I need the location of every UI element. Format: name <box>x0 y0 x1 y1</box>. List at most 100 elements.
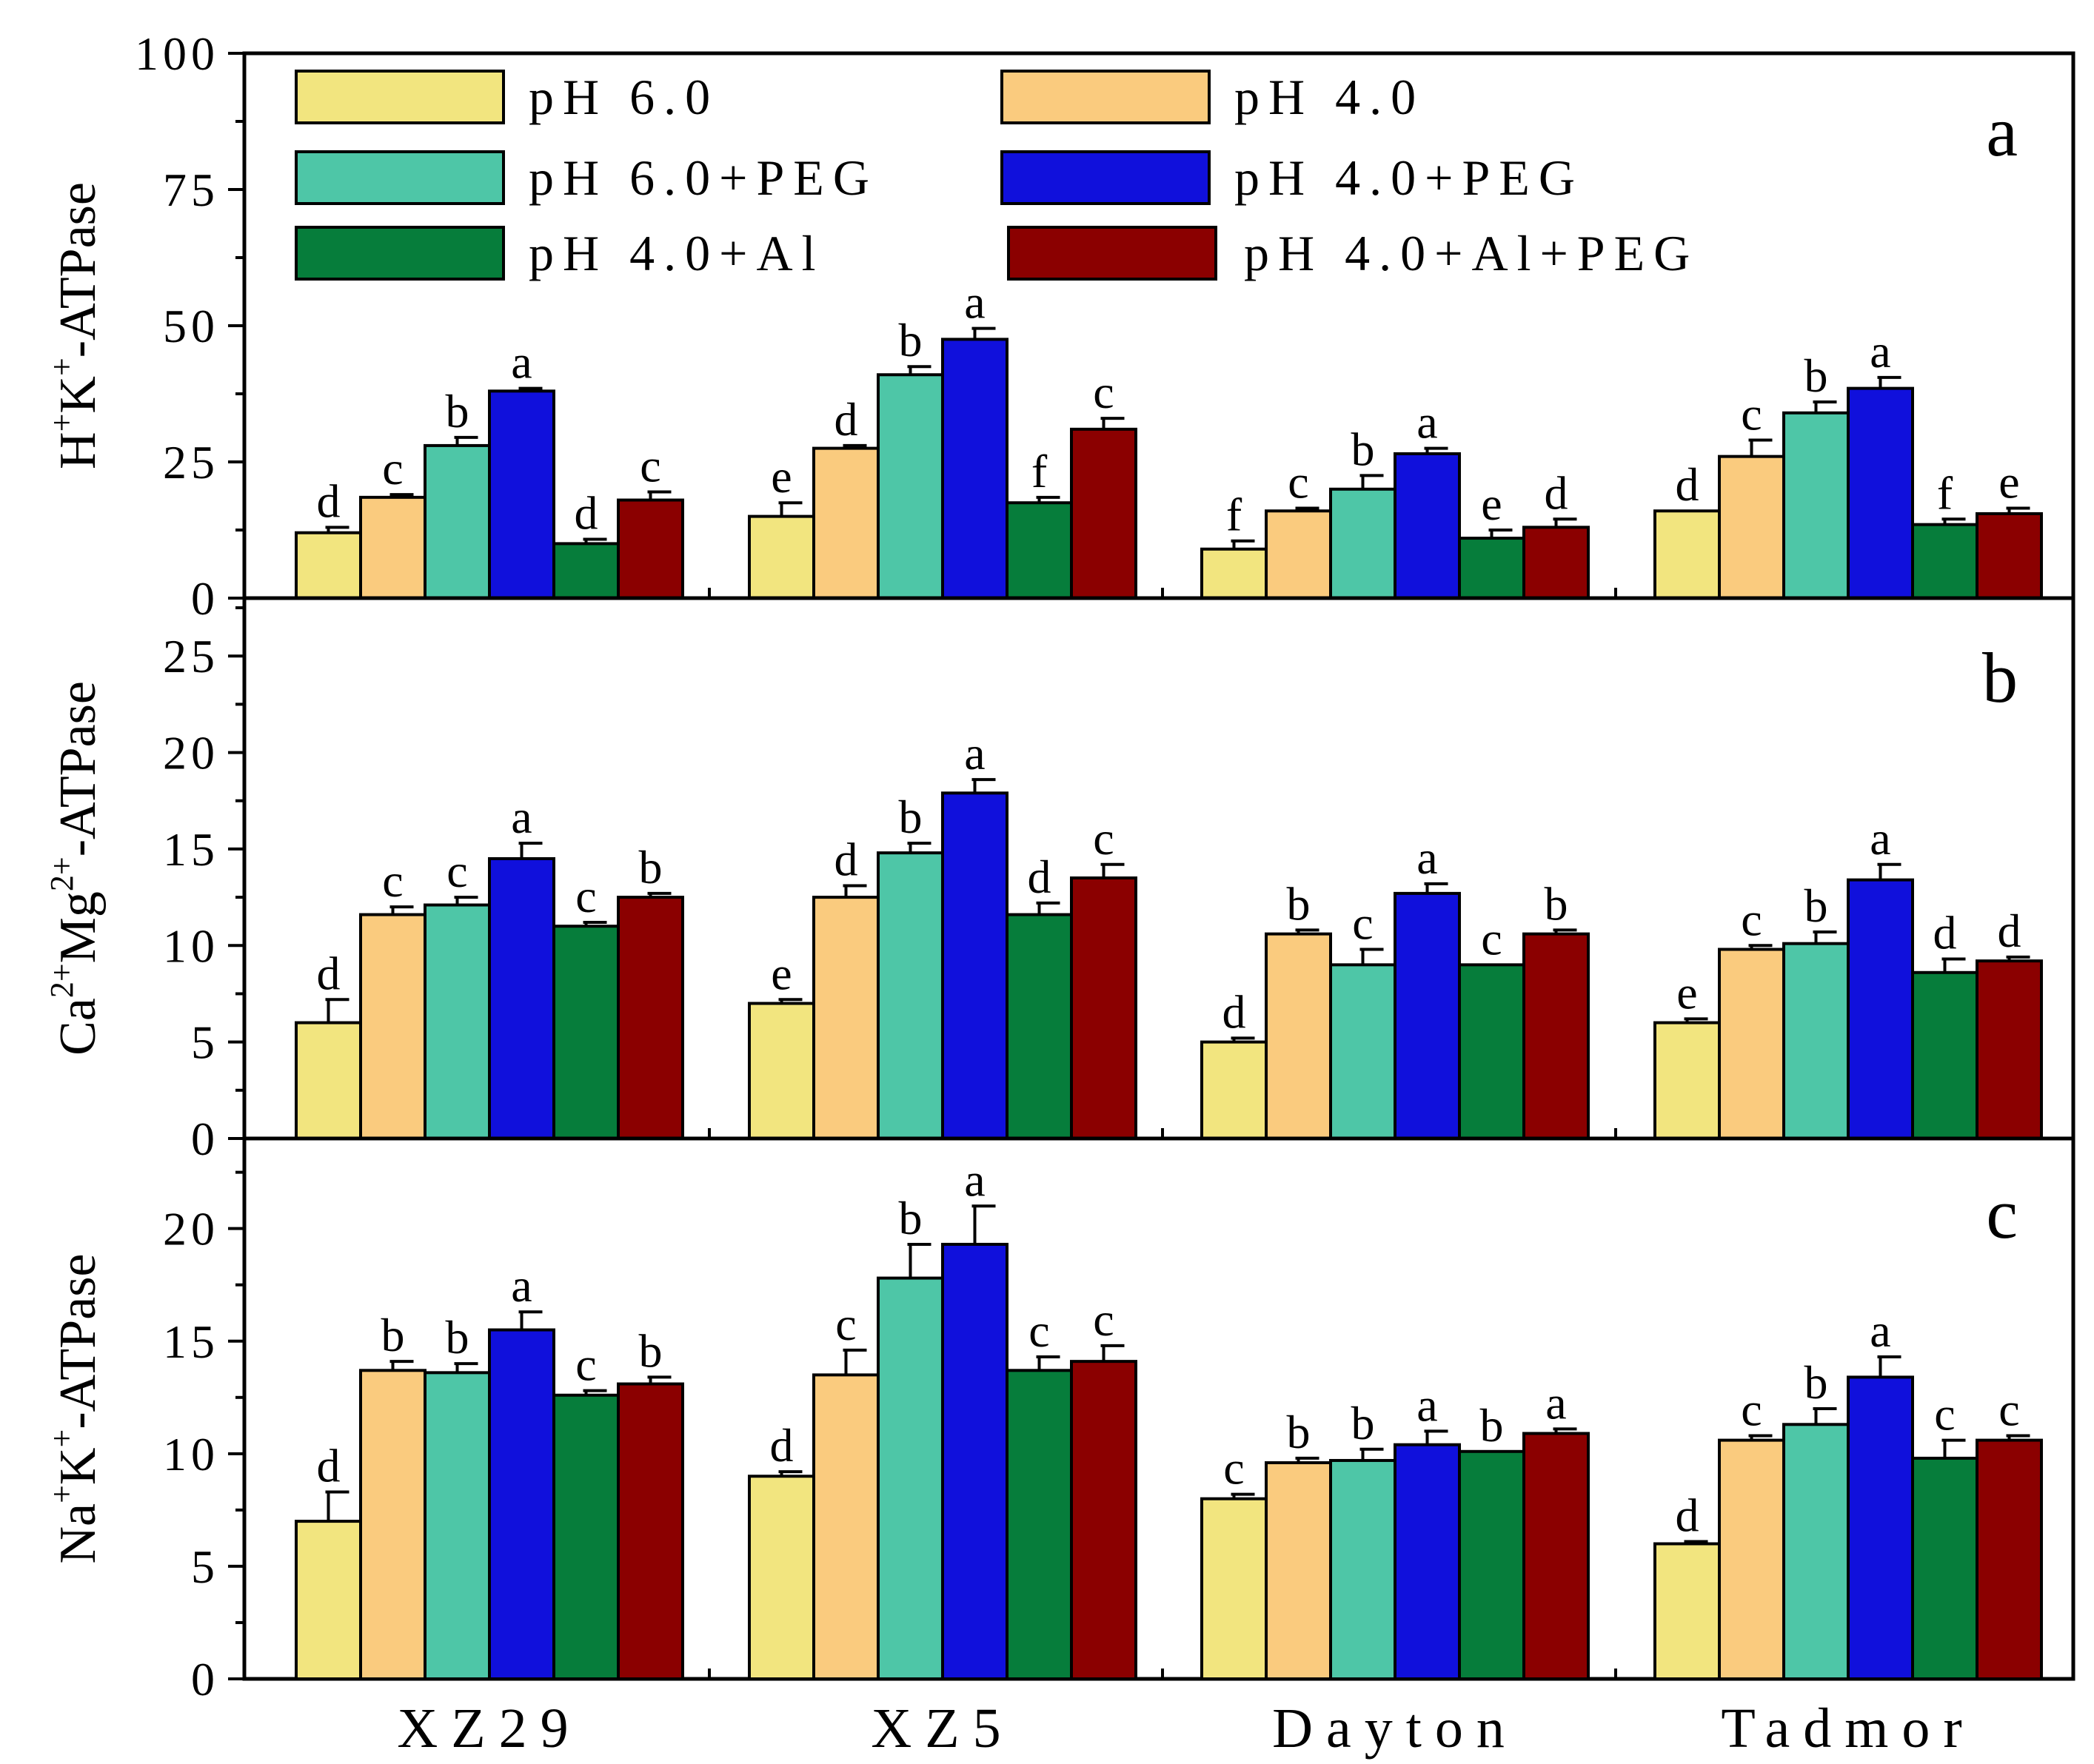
bar-ph-4-0-al-xz29 <box>552 925 620 1140</box>
significance-letter: a <box>964 276 985 329</box>
significance-letter: c <box>1934 1388 1955 1441</box>
significance-letter: b <box>1804 349 1828 402</box>
significance-letter: d <box>1933 907 1957 959</box>
y-axis-label-part: K <box>50 376 107 414</box>
significance-letter: e <box>771 450 792 503</box>
significance-letter: a <box>511 1259 532 1312</box>
bar-ph-6-0-dayton <box>1200 1497 1268 1680</box>
significance-letter: c <box>1028 1304 1049 1357</box>
significance-letter: a <box>1416 396 1437 449</box>
x-category-label: Tadmor <box>1721 1697 1975 1760</box>
bar-ph-6-0-peg-xz29 <box>424 1371 491 1681</box>
x-axis-category-labels: XZ29 XZ5 Dayton Tadmor <box>397 1697 1975 1760</box>
legend-item: pH 6.0+PEG <box>295 150 869 206</box>
significance-letter: d <box>317 947 341 999</box>
x-category-label: XZ5 <box>871 1697 1014 1760</box>
bar-ph-6-0-peg-tadmor <box>1782 411 1850 600</box>
significance-letter: c <box>1093 812 1114 865</box>
bar-ph-4-0-peg-xz29 <box>488 1328 555 1680</box>
legend-label: pH 4.0 <box>1234 69 1425 125</box>
bar-ph-4-0-al-peg-dayton <box>1522 526 1590 600</box>
significance-letter: c <box>1741 1384 1762 1436</box>
bar-ph-4-0-al-xz5 <box>1006 1369 1073 1680</box>
significance-letter: b <box>899 1192 923 1244</box>
significance-letter: d <box>317 474 341 527</box>
bar-ph-4-0-al-peg-dayton <box>1522 932 1590 1140</box>
bar-ph-4-0-al-peg-tadmor <box>1976 959 2043 1140</box>
y-axis-label-part: Ca <box>50 998 107 1056</box>
bar-ph-4-0-xz5 <box>812 1373 880 1680</box>
bar-ph-4-0-dayton <box>1265 932 1332 1140</box>
bar-ph-4-0-peg-dayton <box>1394 891 1461 1140</box>
significance-letter: b <box>639 841 663 893</box>
legend-label: pH 4.0+PEG <box>1234 150 1584 206</box>
bar-ph-6-0-tadmor <box>1653 1021 1721 1140</box>
significance-letter: b <box>446 1311 469 1364</box>
bar-ph-4-0-al-peg-tadmor <box>1976 1438 2043 1681</box>
y-tick-label: 10 <box>163 919 219 972</box>
bar-ph-4-0-peg-xz29 <box>488 856 555 1140</box>
significance-letter: c <box>1741 388 1762 440</box>
bar-ph-6-0-dayton <box>1200 547 1268 600</box>
significance-letter: c <box>1352 897 1373 950</box>
significance-letter: a <box>964 1153 985 1206</box>
bar-ph-4-0-xz29 <box>359 913 427 1140</box>
significance-letter: b <box>1351 423 1375 475</box>
legend-swatch <box>1000 150 1211 205</box>
y-tick-label: 20 <box>163 1203 219 1255</box>
panel-letter: b <box>1982 638 2018 717</box>
significance-letter: a <box>1870 812 1890 865</box>
x-category-label: XZ29 <box>397 1697 581 1760</box>
significance-letter: e <box>1998 456 2019 509</box>
bar-ph-4-0-al-peg-xz5 <box>1070 427 1137 600</box>
bar-ph-4-0-xz5 <box>812 446 880 600</box>
significance-letter: c <box>640 439 660 492</box>
significance-letter: c <box>1223 1442 1244 1495</box>
significance-letter: a <box>1416 1378 1437 1431</box>
y-axis-label-part: -ATPase <box>50 1253 107 1429</box>
y-axis-label-superscript: + <box>44 414 80 432</box>
significance-letter: d <box>1028 851 1051 903</box>
significance-letter: c <box>382 854 403 907</box>
y-axis-label: Ca2+Mg2+-ATPase <box>44 681 107 1056</box>
panel-letter: a <box>1986 92 2018 171</box>
bar-ph-4-0-al-peg-tadmor <box>1976 512 2043 600</box>
bar-ph-4-0-tadmor <box>1718 1438 1785 1681</box>
y-tick-label: 75 <box>163 164 219 216</box>
bar-ph-6-0-xz5 <box>748 514 815 600</box>
significance-letter: d <box>1222 985 1246 1038</box>
bar-ph-4-0-al-dayton <box>1458 963 1525 1141</box>
significance-letter: b <box>1804 879 1828 932</box>
significance-letter: c <box>1288 456 1308 509</box>
bar-ph-4-0-peg-tadmor <box>1847 878 1914 1140</box>
y-tick-label: 100 <box>135 27 219 80</box>
significance-letter: c <box>1741 893 1762 945</box>
bar-ph-4-0-al-tadmor <box>1911 523 1978 600</box>
significance-letter: e <box>771 947 792 999</box>
significance-letter: a <box>511 791 532 843</box>
bar-ph-6-0-peg-xz29 <box>424 443 491 600</box>
bar-ph-4-0-al-tadmor <box>1911 970 1978 1141</box>
legend-swatch <box>295 70 505 124</box>
y-tick-label: 50 <box>163 300 219 352</box>
bar-ph-6-0-tadmor <box>1653 1542 1721 1680</box>
bar-ph-6-0-tadmor <box>1653 509 1721 600</box>
significance-letter: d <box>317 1440 341 1492</box>
bar-ph-4-0-xz29 <box>359 495 427 600</box>
bar-ph-4-0-peg-dayton <box>1394 452 1461 600</box>
significance-letter: b <box>899 314 923 366</box>
bar-ph-6-0-peg-dayton <box>1329 1458 1396 1681</box>
panel-frame <box>242 1136 2075 1681</box>
y-tick-label: 20 <box>163 727 219 779</box>
bar-ph-4-0-al-xz29 <box>552 542 620 600</box>
y-tick-label: 5 <box>191 1016 219 1069</box>
y-axis-label-part: H <box>50 432 107 469</box>
significance-letter: a <box>1416 831 1437 884</box>
bar-ph-6-0-peg-tadmor <box>1782 942 1850 1141</box>
legend-label: pH 4.0+Al <box>529 225 824 281</box>
bar-ph-6-0-xz5 <box>748 1475 815 1680</box>
x-category-label: Dayton <box>1272 1697 1518 1760</box>
bar-ph-6-0-peg-xz5 <box>877 851 944 1140</box>
y-axis-label-superscript: 2+ <box>44 963 80 998</box>
